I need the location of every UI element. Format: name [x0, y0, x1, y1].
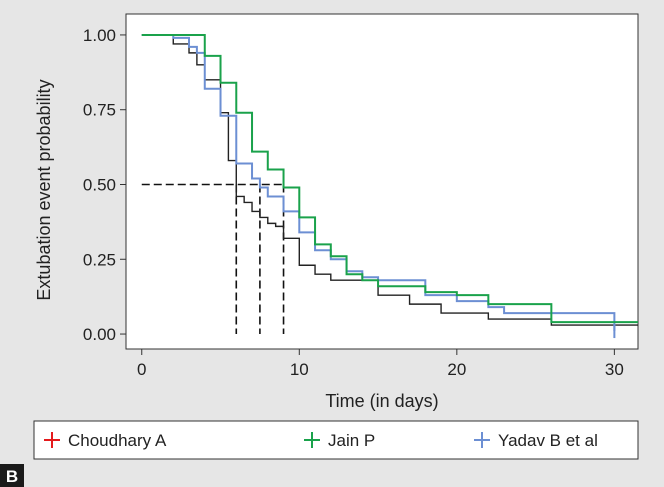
y-tick-label: 0.75	[83, 101, 116, 120]
legend-label: Jain P	[328, 431, 375, 450]
legend-item-choudhary-a: Choudhary A	[44, 431, 167, 450]
legend-item-yadav-b-et-al: Yadav B et al	[474, 431, 598, 450]
panel-label: B	[6, 467, 18, 486]
x-tick-label: 0	[137, 360, 146, 379]
plot-area	[125, 13, 639, 350]
series-line-jain-p	[141, 33, 638, 324]
survival-curves	[141, 33, 638, 339]
y-tick-label: 0.50	[83, 175, 116, 194]
y-axis-title: Extubation event probability	[34, 79, 54, 300]
y-tick-label: 0.00	[83, 325, 116, 344]
legend-box	[33, 420, 639, 460]
legend-label: Choudhary A	[68, 431, 167, 450]
y-tick-label: 0.25	[83, 250, 116, 269]
panel-label-box	[0, 464, 24, 487]
legend-label: Yadav B et al	[498, 431, 598, 450]
x-axis-title: Time (in days)	[325, 391, 438, 411]
axes: 0 10 20 30 0.00 0.25 0.50 0.75 1.00	[83, 26, 624, 379]
legend-item-jain-p: Jain P	[304, 431, 375, 450]
x-tick-label: 20	[447, 360, 466, 379]
legend: Choudhary A Jain P Yadav B et al	[44, 431, 598, 450]
x-tick-label: 30	[605, 360, 624, 379]
y-tick-label: 1.00	[83, 26, 116, 45]
x-tick-label: 10	[290, 360, 309, 379]
